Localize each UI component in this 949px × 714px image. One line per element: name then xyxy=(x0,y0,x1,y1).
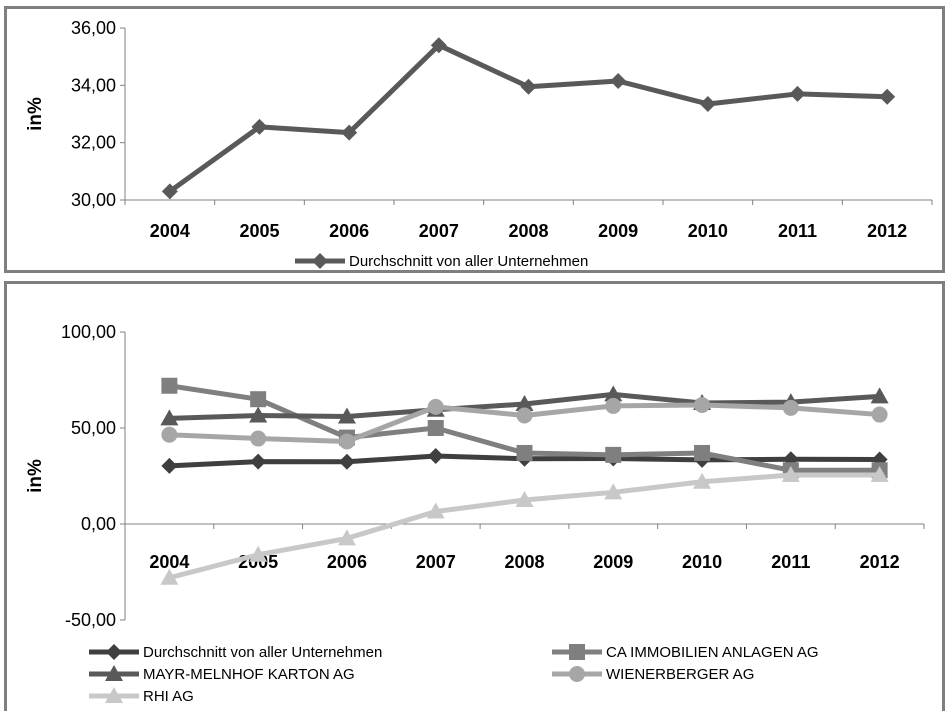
data-point xyxy=(605,446,622,463)
legend-label: CA IMMOBILIEN ANLAGEN AG xyxy=(606,644,819,661)
x-tick-label: 2009 xyxy=(598,221,638,241)
data-point xyxy=(781,466,800,483)
data-point xyxy=(694,396,711,413)
data-point xyxy=(789,85,806,102)
legend-marker xyxy=(569,666,585,682)
data-point xyxy=(161,377,178,394)
data-point xyxy=(604,385,623,402)
legend-marker xyxy=(105,665,123,681)
x-tick-label: 2010 xyxy=(688,221,728,241)
data-point xyxy=(250,430,267,447)
legend-marker xyxy=(569,644,585,660)
data-point xyxy=(427,398,444,415)
legend-marker xyxy=(106,644,122,660)
data-point xyxy=(430,37,447,54)
x-tick-label: 2006 xyxy=(327,552,367,572)
chart-average-panel: 30,00 32,00 34,00 36,00 2004 2005 2006 2007 2008… xyxy=(4,6,945,273)
data-point xyxy=(337,407,356,424)
x-tick-label: 2010 xyxy=(682,552,722,572)
data-point xyxy=(782,399,799,416)
data-point xyxy=(426,502,445,519)
x-tick-label: 2008 xyxy=(508,221,548,241)
x-tick-label: 2005 xyxy=(239,221,279,241)
legend-label: RHI AG xyxy=(143,688,194,705)
y-tick-label: 32,00 xyxy=(71,133,116,153)
data-point xyxy=(605,397,622,414)
data-point xyxy=(870,387,889,404)
x-tick-label: 2004 xyxy=(150,221,190,241)
data-point xyxy=(879,88,896,105)
data-point xyxy=(161,426,178,443)
data-point xyxy=(520,78,537,95)
data-point xyxy=(516,407,533,424)
legend-marker xyxy=(312,253,328,269)
legend-label: Durchschnitt von aller Unternehmen xyxy=(349,253,588,270)
data-point xyxy=(515,395,534,411)
x-tick-label: 2006 xyxy=(329,221,369,241)
data-point xyxy=(337,529,356,546)
data-point xyxy=(249,406,268,423)
data-point xyxy=(338,453,355,470)
legend-label: MAYR-MELNHOF KARTON AG xyxy=(143,666,355,683)
x-tick-label: 2007 xyxy=(416,552,456,572)
y-tick-label: 34,00 xyxy=(71,75,116,95)
chart-companies-panel: -50,00 0,00 50,00 100,00 2004 2005 2006 2007 200… xyxy=(4,281,945,711)
y-tick-label: 100,00 xyxy=(61,322,116,342)
data-point xyxy=(604,483,623,500)
data-point xyxy=(515,491,534,507)
data-point xyxy=(782,451,799,468)
data-point xyxy=(341,124,358,141)
data-point xyxy=(160,409,179,426)
data-point xyxy=(249,545,268,562)
data-point xyxy=(871,406,888,423)
y-tick-label: 50,00 xyxy=(71,418,116,438)
y-tick-label: 36,00 xyxy=(71,18,116,38)
data-point xyxy=(427,420,444,436)
legend-marker xyxy=(105,687,123,703)
data-point xyxy=(161,183,178,200)
x-tick-label: 2009 xyxy=(593,552,633,572)
chart-average: 30,00 32,00 34,00 36,00 2004 2005 2006 2007 2008… xyxy=(25,18,933,270)
y-axis-label: in% xyxy=(25,459,46,493)
data-point xyxy=(693,472,712,489)
legend-label: WIENERBERGER AG xyxy=(606,666,754,683)
y-tick-label: 30,00 xyxy=(71,190,116,210)
data-point xyxy=(250,453,267,470)
data-point xyxy=(251,118,268,135)
x-tick-label: 2007 xyxy=(419,221,459,241)
data-point xyxy=(427,448,444,465)
y-tick-label: -50,00 xyxy=(65,610,116,630)
data-point xyxy=(699,95,716,112)
data-point xyxy=(870,466,889,483)
x-tick-label: 2008 xyxy=(504,552,544,572)
data-point xyxy=(610,73,627,90)
y-axis-label: in% xyxy=(25,97,46,131)
x-tick-label: 2011 xyxy=(778,221,817,241)
data-point xyxy=(250,391,267,408)
legend-label: Durchschnitt von aller Unternehmen xyxy=(143,644,382,661)
series-line xyxy=(168,42,888,194)
x-tick-label: 2012 xyxy=(867,221,907,241)
x-tick-label: 2012 xyxy=(860,552,900,572)
data-point xyxy=(161,457,178,474)
x-tick-label: 2011 xyxy=(771,552,810,572)
data-point xyxy=(694,444,711,461)
data-point xyxy=(516,444,533,461)
x-tick-label: 2004 xyxy=(149,552,189,572)
data-point xyxy=(338,433,355,450)
data-point xyxy=(160,568,179,585)
y-tick-label: 0,00 xyxy=(81,514,116,534)
